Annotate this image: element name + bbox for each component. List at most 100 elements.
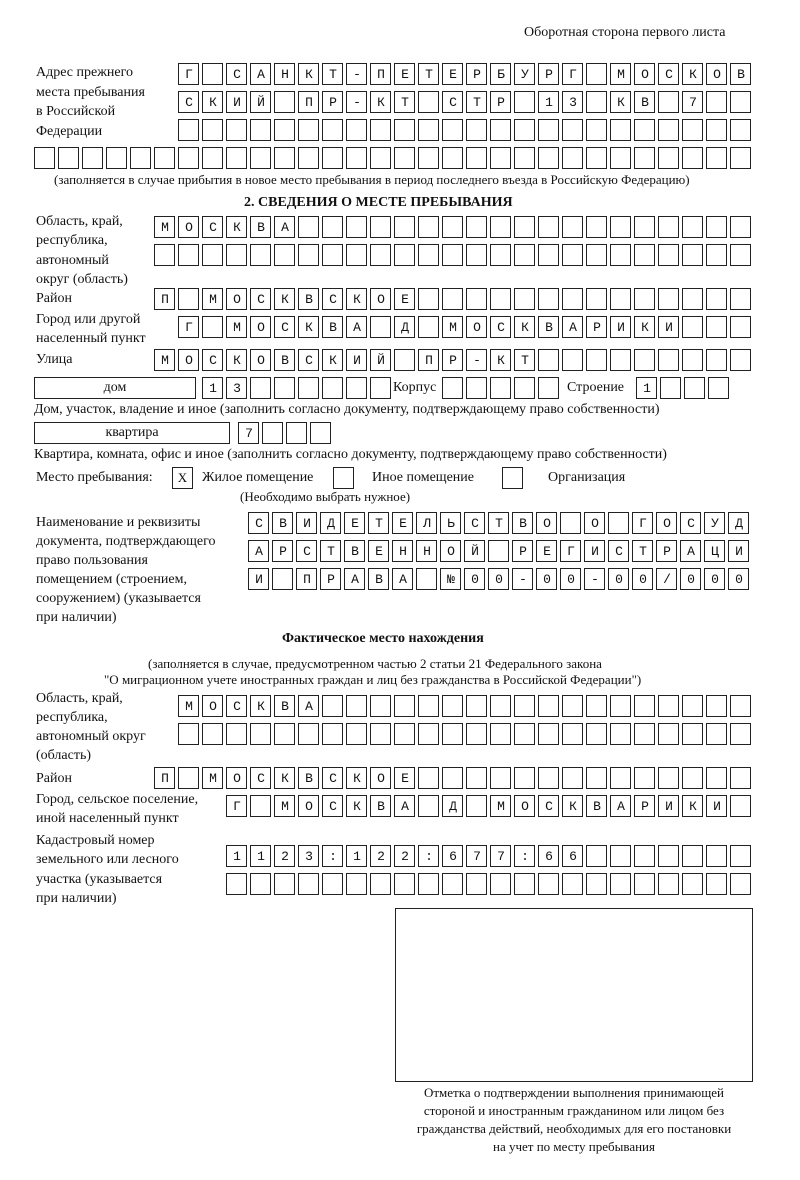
char-cell[interactable] <box>418 723 439 745</box>
char-cell[interactable] <box>442 119 463 141</box>
char-cell[interactable] <box>250 845 271 867</box>
char-cell[interactable] <box>730 91 751 113</box>
char-cell[interactable] <box>682 845 703 867</box>
char-cell[interactable] <box>226 244 247 266</box>
char-cell[interactable] <box>250 767 271 789</box>
char-cell[interactable] <box>226 695 247 717</box>
char-cell[interactable] <box>346 695 367 717</box>
char-cell[interactable] <box>560 540 581 562</box>
char-cell[interactable] <box>538 216 559 238</box>
char-cell[interactable] <box>586 873 607 895</box>
char-cell[interactable] <box>442 147 463 169</box>
char-cell[interactable] <box>490 349 511 371</box>
char-cell[interactable] <box>226 63 247 85</box>
char-cell[interactable] <box>248 568 269 590</box>
char-cell[interactable] <box>202 147 223 169</box>
char-cell[interactable] <box>538 873 559 895</box>
char-cell[interactable] <box>466 119 487 141</box>
char-cell[interactable] <box>632 568 653 590</box>
char-cell[interactable] <box>658 288 679 310</box>
char-cell[interactable] <box>418 119 439 141</box>
char-cell[interactable] <box>488 540 509 562</box>
char-cell[interactable] <box>658 244 679 266</box>
char-cell[interactable] <box>610 119 631 141</box>
char-cell[interactable] <box>274 349 295 371</box>
char-cell[interactable] <box>322 695 343 717</box>
char-cell[interactable] <box>706 767 727 789</box>
char-cell[interactable] <box>322 63 343 85</box>
char-cell[interactable] <box>322 767 343 789</box>
char-cell[interactable] <box>586 723 607 745</box>
char-cell[interactable] <box>178 723 199 745</box>
char-cell[interactable] <box>490 63 511 85</box>
char-cell[interactable] <box>394 695 415 717</box>
option-residential-checkbox[interactable]: X <box>172 467 193 489</box>
char-cell[interactable] <box>298 845 319 867</box>
char-cell[interactable] <box>178 316 199 338</box>
char-cell[interactable] <box>466 216 487 238</box>
char-cell[interactable] <box>310 422 331 444</box>
char-cell[interactable] <box>178 216 199 238</box>
char-cell[interactable] <box>296 568 317 590</box>
char-cell[interactable] <box>418 91 439 113</box>
char-cell[interactable] <box>226 767 247 789</box>
char-cell[interactable] <box>392 540 413 562</box>
char-cell[interactable] <box>730 723 751 745</box>
char-cell[interactable] <box>226 216 247 238</box>
char-cell[interactable] <box>442 723 463 745</box>
char-cell[interactable] <box>250 349 271 371</box>
char-cell[interactable] <box>440 568 461 590</box>
char-cell[interactable] <box>536 540 557 562</box>
char-cell[interactable] <box>442 63 463 85</box>
char-cell[interactable] <box>730 349 751 371</box>
char-cell[interactable] <box>538 63 559 85</box>
char-cell[interactable] <box>682 119 703 141</box>
char-cell[interactable] <box>248 540 269 562</box>
char-cell[interactable] <box>610 795 631 817</box>
char-cell[interactable] <box>106 147 127 169</box>
char-cell[interactable] <box>370 216 391 238</box>
char-cell[interactable] <box>274 845 295 867</box>
char-cell[interactable] <box>346 91 367 113</box>
char-cell[interactable] <box>394 795 415 817</box>
char-cell[interactable] <box>320 540 341 562</box>
char-cell[interactable] <box>488 512 509 534</box>
char-cell[interactable] <box>730 119 751 141</box>
char-cell[interactable] <box>682 349 703 371</box>
char-cell[interactable] <box>514 795 535 817</box>
char-cell[interactable] <box>368 512 389 534</box>
char-cell[interactable] <box>296 512 317 534</box>
char-cell[interactable] <box>346 767 367 789</box>
char-cell[interactable] <box>704 512 725 534</box>
char-cell[interactable] <box>634 795 655 817</box>
char-cell[interactable] <box>610 767 631 789</box>
char-cell[interactable] <box>560 568 581 590</box>
char-cell[interactable] <box>658 147 679 169</box>
char-cell[interactable] <box>344 540 365 562</box>
char-cell[interactable] <box>322 349 343 371</box>
char-cell[interactable] <box>730 147 751 169</box>
char-cell[interactable] <box>682 91 703 113</box>
char-cell[interactable] <box>728 540 749 562</box>
char-cell[interactable] <box>680 540 701 562</box>
char-cell[interactable] <box>514 349 535 371</box>
char-cell[interactable] <box>490 119 511 141</box>
char-cell[interactable] <box>658 119 679 141</box>
char-cell[interactable] <box>562 288 583 310</box>
char-cell[interactable] <box>346 119 367 141</box>
char-cell[interactable] <box>610 873 631 895</box>
char-cell[interactable] <box>440 512 461 534</box>
char-cell[interactable] <box>394 316 415 338</box>
char-cell[interactable] <box>370 349 391 371</box>
char-cell[interactable] <box>394 873 415 895</box>
char-cell[interactable] <box>442 288 463 310</box>
char-cell[interactable] <box>610 723 631 745</box>
char-cell[interactable] <box>514 288 535 310</box>
char-cell[interactable] <box>250 119 271 141</box>
char-cell[interactable] <box>346 873 367 895</box>
char-cell[interactable] <box>562 723 583 745</box>
char-cell[interactable] <box>728 512 749 534</box>
char-cell[interactable] <box>202 119 223 141</box>
char-cell[interactable] <box>490 767 511 789</box>
char-cell[interactable] <box>274 91 295 113</box>
